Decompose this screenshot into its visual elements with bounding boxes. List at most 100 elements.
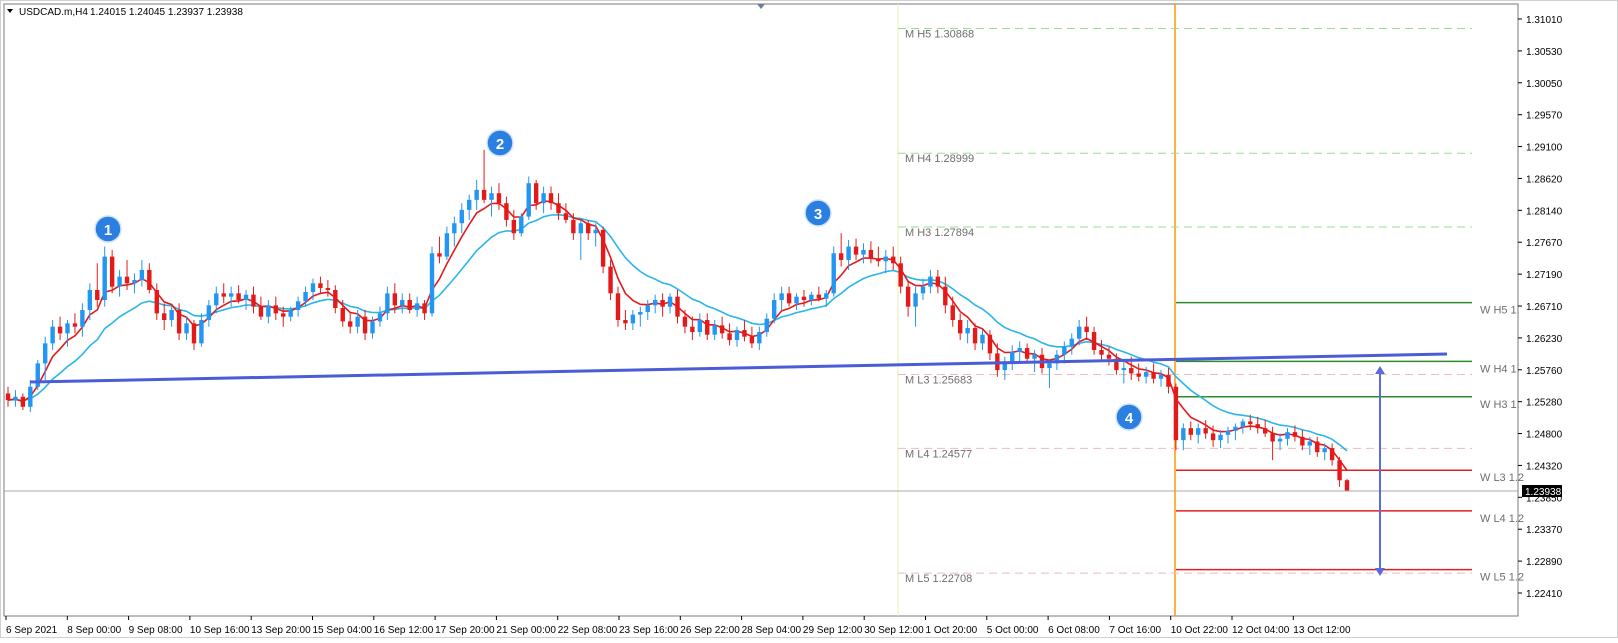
candle[interactable]: [1344, 478, 1350, 492]
candle[interactable]: [35, 360, 40, 391]
candle[interactable]: [154, 283, 159, 321]
candle[interactable]: [20, 393, 26, 411]
candle[interactable]: [1017, 341, 1022, 364]
candle[interactable]: [712, 320, 717, 341]
candle[interactable]: [13, 390, 18, 407]
candle[interactable]: [824, 289, 829, 307]
candle[interactable]: [727, 323, 732, 346]
candle[interactable]: [139, 259, 145, 287]
candle[interactable]: [1240, 418, 1246, 434]
candle[interactable]: [876, 246, 881, 267]
candle[interactable]: [749, 326, 755, 349]
candle[interactable]: [987, 330, 993, 361]
candle[interactable]: [5, 386, 11, 407]
candle[interactable]: [861, 243, 866, 264]
candle[interactable]: [1218, 430, 1223, 449]
candle[interactable]: [883, 249, 888, 274]
candle[interactable]: [1329, 443, 1335, 466]
candle[interactable]: [742, 320, 747, 342]
candle[interactable]: [414, 296, 420, 317]
candle[interactable]: [891, 246, 896, 270]
candle[interactable]: [1188, 421, 1193, 441]
candle[interactable]: [1121, 360, 1127, 384]
candle[interactable]: [437, 236, 442, 264]
candle[interactable]: [905, 279, 911, 317]
candle[interactable]: [898, 256, 903, 294]
candle[interactable]: [333, 285, 338, 314]
candle[interactable]: [199, 313, 204, 347]
candle[interactable]: [652, 294, 658, 314]
candle[interactable]: [325, 279, 331, 297]
candle[interactable]: [481, 149, 487, 204]
candle[interactable]: [1270, 426, 1275, 461]
slow-ma-line[interactable]: [7, 213, 1348, 452]
candle[interactable]: [124, 259, 130, 290]
candle[interactable]: [1069, 333, 1074, 355]
candle[interactable]: [578, 219, 583, 260]
candle[interactable]: [1262, 420, 1268, 437]
candle[interactable]: [586, 219, 591, 240]
candle[interactable]: [95, 263, 100, 307]
candle[interactable]: [943, 276, 948, 314]
wave-marker-2[interactable]: 2: [486, 129, 514, 157]
candle[interactable]: [697, 313, 703, 337]
time-axis[interactable]: 6 Sep 2021 8 Sep 00:00 9 Sep 08:00 10 Sep 1…: [5, 616, 1351, 636]
candle[interactable]: [1233, 423, 1238, 441]
candle[interactable]: [1181, 423, 1186, 451]
candle[interactable]: [214, 286, 219, 314]
price-axis[interactable]: 1.31010 1.30530 1.30050 1.29570 1.29100 1.286…: [1518, 15, 1563, 600]
candle[interactable]: [400, 293, 405, 314]
candle[interactable]: [489, 186, 494, 217]
candle[interactable]: [511, 209, 517, 240]
candle[interactable]: [980, 330, 985, 351]
candle[interactable]: [593, 223, 598, 247]
candle[interactable]: [288, 306, 293, 322]
candle[interactable]: [1300, 430, 1305, 451]
candle[interactable]: [1285, 428, 1290, 446]
candle[interactable]: [1307, 436, 1313, 455]
candle[interactable]: [385, 286, 390, 321]
candle[interactable]: [1024, 343, 1030, 364]
candle[interactable]: [206, 299, 212, 327]
candle[interactable]: [258, 296, 264, 321]
candle[interactable]: [1322, 443, 1327, 461]
candle[interactable]: [920, 278, 926, 300]
candle[interactable]: [638, 306, 643, 327]
candle[interactable]: [474, 179, 479, 210]
candle[interactable]: [682, 310, 688, 334]
candle[interactable]: [667, 293, 673, 314]
candle[interactable]: [1114, 353, 1119, 375]
trend-line[interactable]: [29, 352, 1448, 384]
candle[interactable]: [162, 303, 167, 331]
range-arrow[interactable]: [1375, 366, 1385, 576]
candle[interactable]: [1136, 363, 1141, 382]
candle[interactable]: [623, 310, 628, 331]
candle[interactable]: [362, 310, 368, 341]
candle[interactable]: [228, 286, 234, 307]
candle[interactable]: [772, 293, 777, 324]
candle[interactable]: [794, 293, 799, 311]
candle[interactable]: [660, 293, 665, 317]
candle[interactable]: [72, 313, 78, 334]
candle[interactable]: [65, 320, 70, 347]
candle[interactable]: [1196, 423, 1201, 444]
candle[interactable]: [266, 299, 271, 324]
candle[interactable]: [467, 194, 472, 220]
candle[interactable]: [28, 380, 33, 413]
candle[interactable]: [838, 233, 844, 267]
candle[interactable]: [318, 276, 323, 294]
candle[interactable]: [1054, 350, 1060, 371]
candle[interactable]: [533, 179, 539, 210]
candle[interactable]: [809, 291, 814, 306]
candle[interactable]: [117, 269, 122, 297]
candle[interactable]: [831, 246, 836, 297]
candle[interactable]: [273, 296, 278, 321]
candle[interactable]: [608, 259, 613, 300]
candle[interactable]: [340, 299, 345, 327]
candle[interactable]: [757, 326, 762, 351]
candle[interactable]: [935, 269, 941, 294]
candle[interactable]: [1143, 366, 1149, 384]
candle[interactable]: [496, 183, 502, 210]
candle[interactable]: [846, 239, 851, 270]
candle[interactable]: [1010, 345, 1015, 371]
